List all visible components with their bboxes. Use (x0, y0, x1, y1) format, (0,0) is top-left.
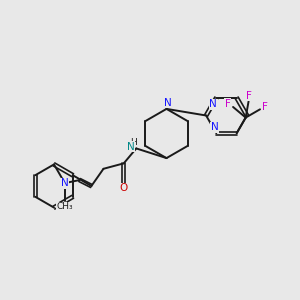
Text: F: F (246, 91, 251, 101)
Text: N: N (127, 142, 135, 152)
Text: H: H (130, 138, 137, 147)
Text: N: N (61, 178, 69, 188)
Text: F: F (225, 99, 231, 109)
Text: N: N (211, 122, 219, 132)
Text: O: O (120, 183, 128, 193)
Text: CH₃: CH₃ (56, 202, 73, 211)
Text: N: N (209, 99, 217, 110)
Text: F: F (262, 102, 268, 112)
Text: N: N (164, 98, 172, 108)
